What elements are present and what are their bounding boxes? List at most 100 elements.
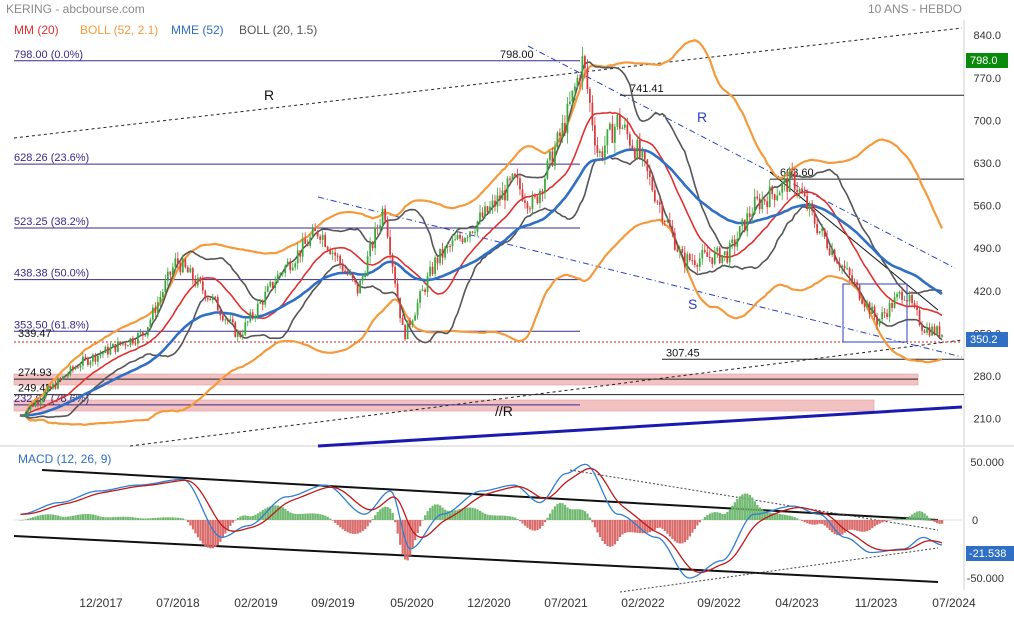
- level-label-2: 603.60: [780, 167, 814, 179]
- candle-body-22: [74, 367, 77, 370]
- macd-value-badge: -21.538: [966, 546, 1014, 561]
- macd-hist-bar-61: [171, 517, 175, 520]
- candle-body-335: [856, 282, 858, 286]
- macd-hist-bar-116: [309, 513, 312, 520]
- candle-203: [526, 200, 529, 214]
- candle-83: [226, 318, 229, 325]
- candle-body-167: [436, 257, 439, 264]
- candle-240: [618, 108, 621, 135]
- candle-279: [716, 245, 719, 258]
- candle-body-188: [489, 206, 491, 213]
- candle-body-17: [62, 376, 64, 380]
- candle-43: [127, 344, 129, 347]
- candle-28: [89, 359, 92, 369]
- candle-body-47: [136, 333, 139, 344]
- macd-hist-bar-6: [34, 516, 37, 520]
- price-tick-2: 700.0: [973, 115, 1001, 127]
- long-term-resistance-line: [13, 27, 963, 139]
- candle-body-224: [579, 77, 581, 82]
- candle-body-79: [216, 297, 219, 311]
- macd-hist-bar-48: [139, 518, 142, 520]
- candle-251: [646, 158, 649, 180]
- candle-254: [653, 182, 656, 204]
- candle-298: [763, 198, 766, 205]
- candle-body-148: [389, 236, 391, 255]
- candle-body-237: [611, 123, 614, 143]
- candle-body-133: [351, 273, 354, 279]
- macd-hist-bar-218: [563, 504, 567, 520]
- macd-value-badge-text: -21.538: [969, 548, 1006, 560]
- candle-body-154: [404, 324, 406, 340]
- candle-body-70: [194, 280, 197, 286]
- candle-217: [561, 114, 564, 144]
- macd-hist-bar-41: [121, 516, 125, 520]
- macd-hist-bar-18: [64, 516, 67, 520]
- candle-body-74: [204, 290, 207, 299]
- candle-143: [376, 224, 379, 235]
- candle-21: [72, 364, 74, 373]
- candle-body-184: [479, 212, 481, 222]
- macd-hist-bar-204: [528, 520, 532, 530]
- macd-hist-bar-16: [59, 516, 62, 520]
- candle-249: [641, 147, 644, 167]
- macd-hist-bar-304: [778, 514, 781, 520]
- macd-hist-bar-1: [21, 519, 25, 521]
- candle-122: [324, 232, 327, 248]
- candle-316: [808, 201, 811, 217]
- candle-body-76: [209, 298, 212, 301]
- candle-72: [199, 276, 202, 284]
- macd-hist-bar-327: [836, 520, 839, 536]
- candle-body-103: [276, 274, 279, 283]
- candle-103: [276, 270, 279, 284]
- candle-body-168: [439, 248, 441, 264]
- macd-hist-bar-165: [431, 505, 434, 520]
- candle-327: [836, 258, 839, 264]
- candle-body-51: [146, 327, 149, 336]
- candle-body-302: [773, 194, 776, 201]
- macd-hist-bar-340: [868, 520, 871, 531]
- candle-body-343: [876, 316, 878, 325]
- candle-body-8: [39, 401, 42, 405]
- descending-resistance-line: [527, 45, 956, 269]
- candle-138: [364, 270, 367, 280]
- candle-body-98: [264, 291, 267, 305]
- macd-hist-bar-369: [941, 520, 944, 524]
- candle-body-71: [196, 277, 199, 286]
- macd-line: [20, 463, 943, 579]
- candle-244: [628, 131, 631, 150]
- candle-0: [19, 413, 22, 417]
- candle-150: [394, 262, 396, 288]
- candle-236: [608, 121, 611, 131]
- macd-hist-bar-71: [196, 520, 200, 538]
- macd-hist-bar-43: [126, 516, 130, 520]
- candle-204: [529, 205, 531, 213]
- macd-hist-bar-357: [911, 514, 914, 520]
- boll20-upper-line: [20, 61, 943, 417]
- macd-hist-bar-253: [651, 520, 654, 532]
- macd-hist-bar-211: [546, 517, 549, 520]
- candle-231: [596, 137, 599, 158]
- long-term-support-dashed: [129, 339, 963, 447]
- macd-hist-bar-136: [359, 520, 362, 533]
- candle-body-158: [414, 315, 416, 321]
- macd-hist-bar-92: [249, 516, 252, 520]
- macd-hist-bar-85: [231, 520, 234, 523]
- candle-188: [489, 201, 491, 215]
- macd-hist-bar-107: [286, 510, 289, 520]
- candle-235: [606, 129, 609, 154]
- macd-hist-bar-72: [199, 520, 202, 541]
- candle-364: [928, 322, 931, 338]
- candle-3: [27, 408, 29, 418]
- candle-15: [57, 376, 59, 390]
- candle-266: [683, 246, 686, 274]
- macd-hist-bar-34: [104, 517, 107, 520]
- macd-hist-bar-162: [424, 515, 427, 520]
- macd-hist-bar-362: [923, 513, 926, 520]
- candle-body-137: [361, 276, 364, 281]
- candle-body-155: [406, 320, 409, 340]
- candle-161: [421, 284, 424, 292]
- macd-hist-bar-82: [224, 520, 227, 534]
- candle-238: [613, 123, 616, 153]
- macd-hist-bar-7: [36, 515, 40, 520]
- candle-body-121: [321, 234, 324, 240]
